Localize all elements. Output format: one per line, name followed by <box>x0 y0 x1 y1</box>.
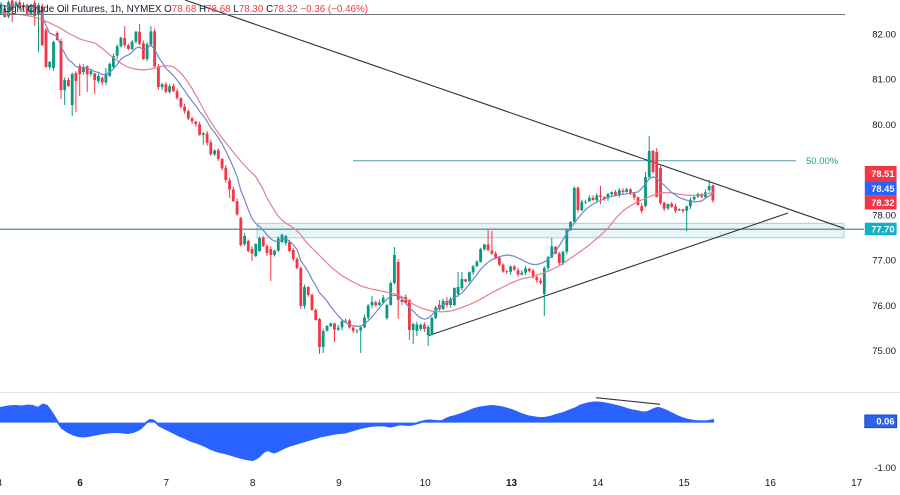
svg-text:Light Crude Oil Futures, 1h, N: Light Crude Oil Futures, 1h, NYMEX O78.6… <box>4 4 368 15</box>
svg-text:50.00%: 50.00% <box>806 156 839 167</box>
svg-text:78.51: 78.51 <box>871 169 894 179</box>
svg-text:75.00: 75.00 <box>872 346 896 357</box>
svg-text:15: 15 <box>679 478 691 489</box>
svg-text:78.45: 78.45 <box>871 184 894 194</box>
svg-text:3: 3 <box>0 478 2 489</box>
svg-text:13: 13 <box>506 478 518 489</box>
svg-text:16: 16 <box>765 478 777 489</box>
svg-text:8: 8 <box>250 478 256 489</box>
svg-text:81.00: 81.00 <box>872 75 896 86</box>
svg-text:14: 14 <box>592 478 604 489</box>
svg-text:6: 6 <box>77 478 83 489</box>
svg-text:76.00: 76.00 <box>872 301 896 312</box>
svg-text:0.06: 0.06 <box>876 417 894 427</box>
svg-text:7: 7 <box>164 478 170 489</box>
svg-text:78.32: 78.32 <box>871 198 894 208</box>
svg-text:78.00: 78.00 <box>872 210 896 221</box>
svg-text:77.70: 77.70 <box>871 224 894 234</box>
svg-text:77.00: 77.00 <box>872 256 896 267</box>
svg-text:80.00: 80.00 <box>872 120 896 131</box>
svg-text:-1.00: -1.00 <box>874 463 896 474</box>
svg-text:17: 17 <box>851 478 863 489</box>
svg-text:10: 10 <box>420 478 432 489</box>
svg-text:82.00: 82.00 <box>872 29 896 40</box>
svg-text:9: 9 <box>336 478 342 489</box>
